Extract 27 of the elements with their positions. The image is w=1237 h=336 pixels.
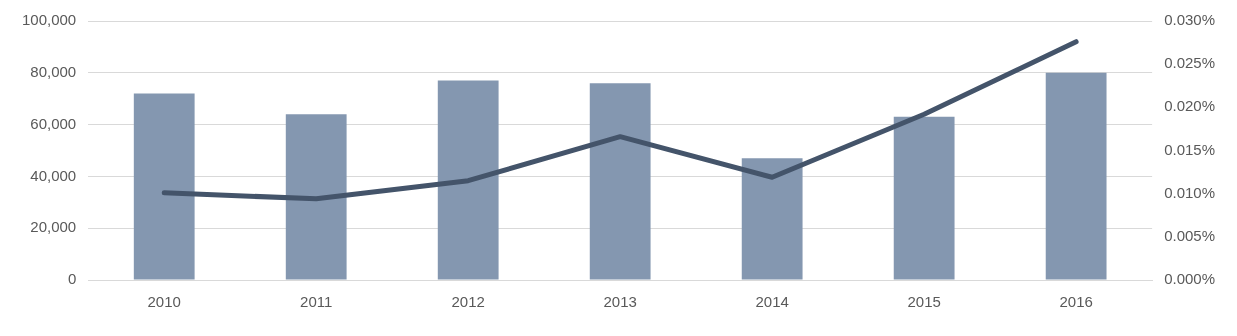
bar (741, 158, 803, 280)
x-tick-label: 2010 (147, 293, 181, 311)
y2-tick-label: 0.020% (1164, 97, 1215, 115)
bar (1045, 72, 1107, 280)
x-tick-label: 2014 (755, 293, 789, 311)
x-tick-label: 2012 (451, 293, 485, 311)
bar (437, 80, 499, 280)
x-tick-label: 2011 (300, 293, 333, 311)
bar (589, 83, 651, 280)
y2-tick-label: 0.025% (1164, 54, 1215, 72)
bar (285, 114, 347, 280)
bar (893, 116, 955, 280)
y-tick-label: 60,000 (30, 114, 77, 132)
x-tick-label: 2016 (1059, 293, 1093, 311)
y-tick-label: 100,000 (21, 11, 77, 29)
y2-tick-label: 0.005% (1164, 226, 1215, 244)
y-tick-label: 80,000 (30, 62, 77, 80)
y-tick-label: 0 (67, 270, 77, 288)
y2-tick-label: 0.030% (1164, 11, 1215, 29)
y2-tick-label: 0.000% (1164, 270, 1215, 288)
x-tick-label: 2013 (603, 293, 637, 311)
y2-tick-label: 0.010% (1164, 183, 1215, 201)
x-tick-label: 2015 (907, 293, 941, 311)
y-tick-label: 20,000 (30, 218, 77, 236)
y2-tick-label: 0.015% (1164, 140, 1215, 158)
bar (133, 93, 195, 280)
y-tick-label: 40,000 (30, 166, 77, 184)
